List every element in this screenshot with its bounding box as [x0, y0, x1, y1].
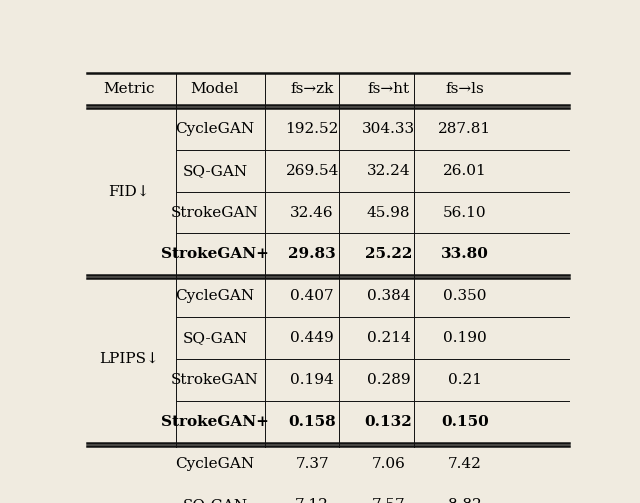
Text: SQ-GAN: SQ-GAN: [182, 498, 248, 503]
Text: 7.42: 7.42: [448, 457, 482, 470]
Text: fs→zk: fs→zk: [291, 82, 334, 96]
Text: StrokeGAN: StrokeGAN: [171, 373, 259, 387]
Text: 0.194: 0.194: [291, 373, 334, 387]
Text: 0.158: 0.158: [288, 414, 336, 429]
Text: 7.12: 7.12: [295, 498, 329, 503]
Text: 287.81: 287.81: [438, 122, 492, 136]
Text: 32.46: 32.46: [291, 206, 334, 220]
Text: 7.37: 7.37: [295, 457, 329, 470]
Text: 56.10: 56.10: [443, 206, 486, 220]
Text: 7.57: 7.57: [372, 498, 405, 503]
Text: SQ-GAN: SQ-GAN: [182, 164, 248, 178]
Text: CycleGAN: CycleGAN: [175, 457, 255, 470]
Text: 0.384: 0.384: [367, 289, 410, 303]
Text: 0.190: 0.190: [443, 331, 487, 345]
Text: CycleGAN: CycleGAN: [175, 122, 255, 136]
Text: 7.06: 7.06: [372, 457, 406, 470]
Text: 0.407: 0.407: [291, 289, 334, 303]
Text: 25.22: 25.22: [365, 247, 412, 262]
Text: 0.350: 0.350: [443, 289, 486, 303]
Text: StrokeGAN+: StrokeGAN+: [161, 247, 269, 262]
Text: 45.98: 45.98: [367, 206, 410, 220]
Text: 269.54: 269.54: [285, 164, 339, 178]
Text: 0.449: 0.449: [291, 331, 334, 345]
Text: 192.52: 192.52: [285, 122, 339, 136]
Text: 8.82: 8.82: [448, 498, 482, 503]
Text: Model: Model: [191, 82, 239, 96]
Text: 0.214: 0.214: [367, 331, 410, 345]
Text: 29.83: 29.83: [288, 247, 336, 262]
Text: 0.21: 0.21: [448, 373, 482, 387]
Text: 33.80: 33.80: [441, 247, 489, 262]
Text: LPIPS↓: LPIPS↓: [99, 352, 159, 366]
Text: 0.132: 0.132: [365, 414, 412, 429]
Text: 304.33: 304.33: [362, 122, 415, 136]
Text: fs→ht: fs→ht: [367, 82, 410, 96]
Text: 0.150: 0.150: [441, 414, 489, 429]
Text: FID↓: FID↓: [108, 185, 149, 199]
Text: 32.24: 32.24: [367, 164, 410, 178]
Text: fs→ls: fs→ls: [445, 82, 484, 96]
Text: StrokeGAN: StrokeGAN: [171, 206, 259, 220]
Text: SQ-GAN: SQ-GAN: [182, 331, 248, 345]
Text: 26.01: 26.01: [443, 164, 487, 178]
Text: Metric: Metric: [103, 82, 154, 96]
Text: 0.289: 0.289: [367, 373, 410, 387]
Text: StrokeGAN+: StrokeGAN+: [161, 414, 269, 429]
Text: CycleGAN: CycleGAN: [175, 289, 255, 303]
